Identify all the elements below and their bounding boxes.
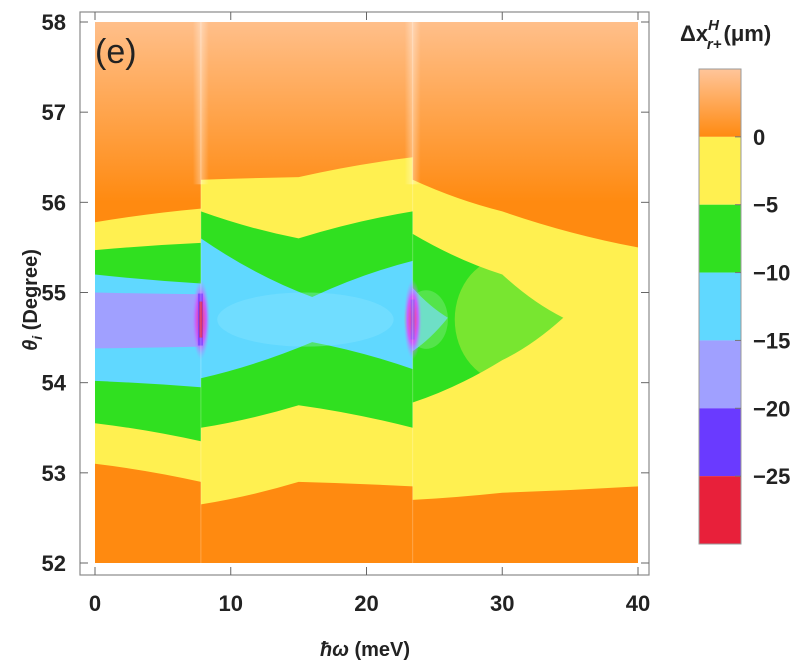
colorbar-title: ΔxH r+(μm) bbox=[680, 17, 771, 53]
region-cyan bbox=[95, 238, 448, 388]
region-purple bbox=[95, 292, 201, 349]
colorbar-tick-label: −25 bbox=[753, 464, 790, 489]
plot-frame bbox=[79, 11, 650, 576]
y-tick-label: 52 bbox=[42, 551, 66, 576]
region-green-fade bbox=[454, 256, 564, 383]
colorbar-tick-label: −5 bbox=[753, 193, 778, 218]
colorbar-band bbox=[699, 340, 741, 409]
x-tick-label: 20 bbox=[354, 591, 378, 616]
colorbar-tick-label: 0 bbox=[753, 125, 765, 150]
y-axis: 52 53 54 55 56 57 58 bbox=[42, 10, 649, 576]
colorbar-tick-label: −20 bbox=[753, 396, 790, 421]
x-axis: 0 10 20 30 40 bbox=[89, 12, 650, 616]
panel-label: (e) bbox=[95, 33, 137, 71]
y-tick-label: 58 bbox=[42, 10, 66, 35]
resonance-core-1-red bbox=[199, 301, 203, 338]
region-cyan-center bbox=[217, 292, 394, 347]
y-tick-label: 57 bbox=[42, 100, 66, 125]
colorbar-tick-label: −10 bbox=[753, 261, 790, 286]
colorbar-band bbox=[699, 272, 741, 341]
colorbar-title-superscript: H bbox=[708, 17, 720, 34]
colorbar-band bbox=[699, 408, 741, 477]
y-tick-label: 54 bbox=[42, 371, 67, 396]
resonance-streak-1 bbox=[192, 22, 209, 185]
colorbar-tick-label: −15 bbox=[753, 328, 790, 353]
y-tick-label: 56 bbox=[42, 190, 66, 215]
plot-area bbox=[95, 22, 638, 563]
colorbar-band bbox=[699, 69, 741, 137]
x-tick-label: 40 bbox=[626, 591, 650, 616]
colorbar-title-unit: (μm) bbox=[724, 21, 772, 46]
colorbar-frame bbox=[698, 68, 742, 545]
y-tick-label: 55 bbox=[42, 281, 66, 306]
x-tick-label: 30 bbox=[490, 591, 514, 616]
resonance-core-2 bbox=[410, 299, 415, 340]
y-axis-title-subscript: i bbox=[29, 335, 45, 340]
colorbar-title-subscript: r+ bbox=[707, 36, 722, 53]
y-axis-title-unit: (Degree) bbox=[20, 249, 42, 336]
x-tick-label: 0 bbox=[89, 591, 101, 616]
y-axis-title-symbol: θ bbox=[20, 340, 42, 351]
y-axis-title: θi (Degree) bbox=[20, 249, 45, 351]
colorbar-title-symbol: Δx bbox=[680, 21, 709, 46]
y-tick-label: 53 bbox=[42, 461, 66, 486]
colorbar: 0 −5 −10 −15 −20 −25 bbox=[698, 68, 790, 545]
colorbar-band bbox=[699, 476, 741, 544]
colorbar-band bbox=[699, 136, 741, 205]
x-axis-title-unit: (meV) bbox=[349, 639, 410, 661]
colorbar-band bbox=[699, 204, 741, 273]
x-axis-title: ħω (meV) bbox=[320, 639, 410, 661]
resonance-streak-2 bbox=[404, 22, 421, 185]
x-tick-label: 10 bbox=[219, 591, 243, 616]
x-axis-title-symbol: ħω bbox=[320, 639, 349, 661]
